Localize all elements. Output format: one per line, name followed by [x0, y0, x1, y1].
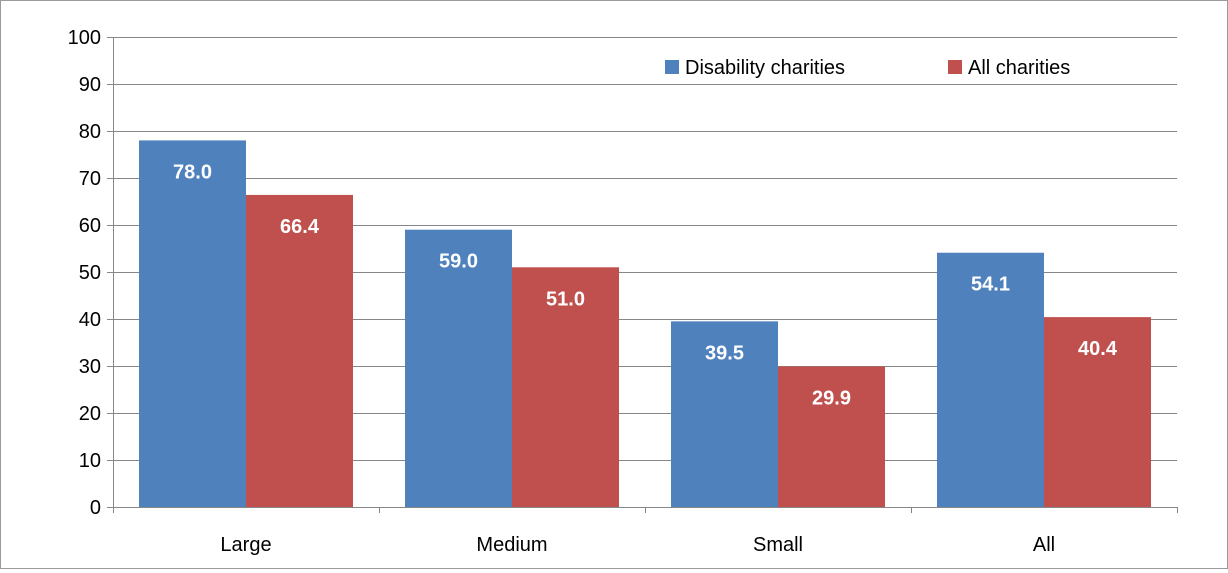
- bar-medium-disability-charities: [405, 229, 512, 507]
- data-label: 59.0: [439, 251, 478, 273]
- legend-swatch-all-charities: [948, 60, 962, 74]
- x-axis-tick-labels: Large Medium Small All: [220, 534, 1055, 556]
- bar-all-all-charities: [1044, 317, 1151, 507]
- y-axis-tick-labels: 0 10 20 30 40 50 60 70 80 90 100: [68, 27, 113, 519]
- y-tick-label: 50: [79, 262, 101, 284]
- data-label: 78.0: [173, 161, 212, 183]
- data-labels: 78.0 66.4 59.0 51.0 39.5 29.9 54.1 40.4: [173, 161, 1118, 409]
- legend-swatch-disability-charities: [665, 60, 679, 74]
- axes: [113, 37, 1178, 513]
- data-label: 39.5: [705, 342, 744, 364]
- x-tick-label: Small: [753, 534, 803, 556]
- data-label: 66.4: [280, 216, 320, 238]
- bars: [139, 140, 1151, 508]
- bar-all-disability-charities: [937, 252, 1044, 507]
- y-tick-label: 100: [68, 27, 101, 49]
- x-tick-label: Medium: [476, 534, 547, 556]
- legend-label-all-charities: All charities: [968, 57, 1070, 79]
- bar-medium-all-charities: [512, 267, 619, 507]
- y-tick-label: 60: [79, 215, 101, 237]
- legend: Disability charities All charities: [665, 57, 1070, 79]
- bar-large-all-charities: [246, 194, 353, 508]
- bar-large-disability-charities: [139, 140, 246, 507]
- y-tick-label: 30: [79, 356, 101, 378]
- legend-label-disability-charities: Disability charities: [685, 57, 845, 79]
- y-tick-label: 70: [79, 168, 101, 190]
- y-tick-label: 90: [79, 74, 101, 96]
- x-tick-label: All: [1033, 534, 1055, 556]
- bar-small-all-charities: [778, 366, 885, 507]
- bar-small-disability-charities: [671, 321, 778, 507]
- data-label: 51.0: [546, 288, 585, 310]
- data-label: 54.1: [971, 274, 1010, 296]
- data-label: 40.4: [1078, 338, 1118, 360]
- y-tick-label: 20: [79, 403, 101, 425]
- x-tick-label: Large: [220, 534, 271, 556]
- y-tick-label: 10: [79, 450, 101, 472]
- y-tick-label: 40: [79, 309, 101, 331]
- data-label: 29.9: [812, 387, 851, 409]
- y-tick-label: 80: [79, 121, 101, 143]
- y-tick-label: 0: [90, 497, 101, 519]
